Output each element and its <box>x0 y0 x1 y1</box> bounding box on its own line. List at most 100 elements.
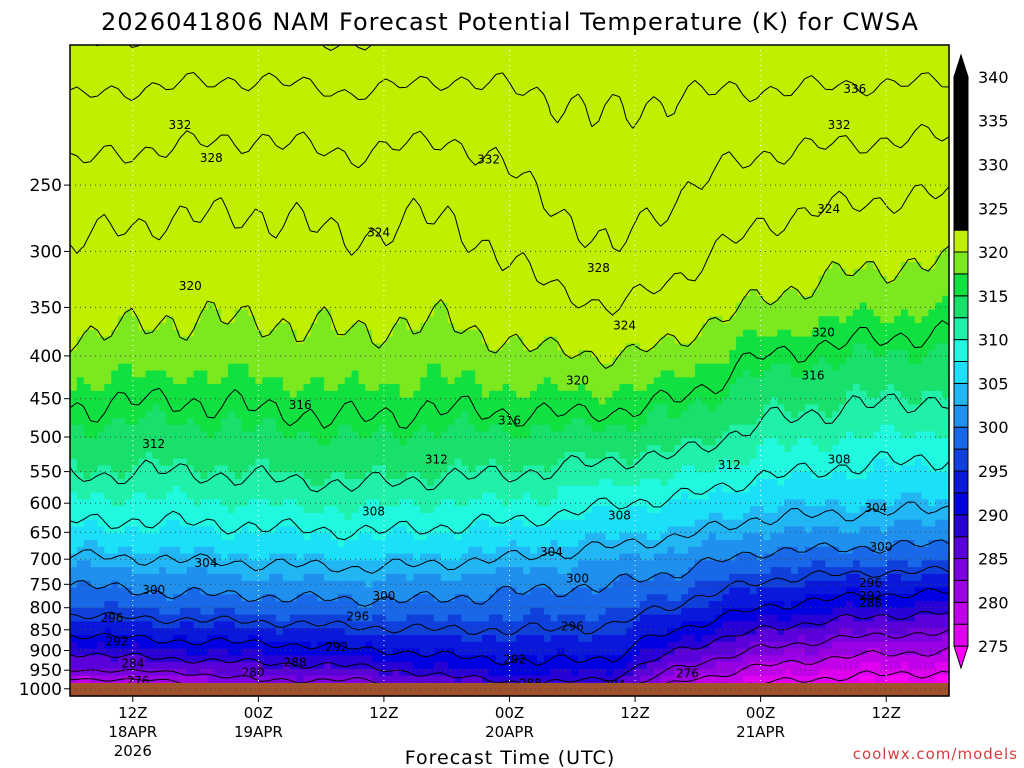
shade-cell <box>509 540 517 548</box>
colorbar-cell <box>953 229 969 253</box>
shade-cell <box>385 424 421 433</box>
shade-cell <box>227 634 250 643</box>
shade-cell <box>585 512 710 521</box>
shade-cell <box>447 302 737 311</box>
shade-cell <box>708 492 902 500</box>
x-tick-label2: 20APR <box>485 723 534 741</box>
colorbar-cell <box>953 579 969 603</box>
shade-cell <box>488 519 511 528</box>
shade-cell <box>894 499 929 507</box>
shade-cell <box>186 458 257 467</box>
shade-cell <box>166 519 181 528</box>
shade-cell <box>591 634 641 643</box>
shade-cell <box>722 485 751 494</box>
shade-cell <box>207 567 497 575</box>
shade-cell <box>70 153 950 161</box>
shade-cell <box>887 275 895 283</box>
shade-cell <box>873 546 888 555</box>
shade-cell <box>173 458 188 467</box>
contour-label: 300 <box>566 571 589 585</box>
shade-cell <box>358 601 373 609</box>
shade-cell <box>372 655 497 663</box>
shade-cell <box>70 194 950 202</box>
shade-cell <box>97 431 208 439</box>
shade-cell <box>296 336 305 344</box>
shade-cell <box>76 641 99 650</box>
shade-cell <box>907 397 923 406</box>
shade-cell <box>859 302 868 311</box>
shade-cell <box>365 472 387 480</box>
shade-cell <box>70 668 188 677</box>
shade-cell <box>543 336 559 344</box>
shade-cell <box>337 594 353 602</box>
shade-cell <box>303 472 332 480</box>
shade-cell <box>557 485 717 494</box>
shade-cell <box>200 472 208 480</box>
shade-cell <box>433 594 456 602</box>
shade-cell <box>715 438 765 446</box>
shade-cell <box>612 580 696 589</box>
shade-cell <box>255 323 277 331</box>
shade-cell <box>70 479 311 487</box>
colorbar-cell <box>953 295 969 319</box>
shade-cell <box>221 553 229 561</box>
shade-cell <box>330 533 360 541</box>
shade-cell <box>839 499 868 507</box>
shade-cell <box>269 553 298 561</box>
shade-cell <box>797 567 950 575</box>
shade-cell <box>433 614 449 623</box>
shade-cell <box>694 668 737 677</box>
shade-cell <box>756 329 778 338</box>
colorbar-tick-label: 335 <box>978 112 1009 131</box>
shade-cell <box>365 384 380 392</box>
shade-cell <box>427 363 442 372</box>
shade-cell <box>605 533 620 541</box>
shade-cell <box>454 594 469 602</box>
shade-cell <box>262 662 284 670</box>
shade-cell <box>681 607 723 616</box>
shade-cell <box>372 641 634 650</box>
shade-cell <box>550 519 696 528</box>
shade-cell <box>502 465 524 473</box>
colorbar-tick-label: 320 <box>978 243 1009 262</box>
shade-cell <box>935 519 950 528</box>
shade-cell <box>942 634 950 643</box>
shade-cell <box>845 472 868 480</box>
shade-cell <box>516 634 545 643</box>
shade-cell <box>804 526 813 534</box>
shade-cell <box>214 302 435 311</box>
shade-cell <box>482 675 620 684</box>
shade-cell <box>440 472 675 480</box>
shade-cell <box>845 268 854 277</box>
shade-cell <box>90 580 112 589</box>
shade-cell <box>90 384 105 392</box>
shade-cell <box>736 668 785 677</box>
shade-cell <box>646 506 662 514</box>
shade-cell <box>612 506 627 514</box>
shade-cell <box>715 404 765 412</box>
shade-cell <box>536 343 559 351</box>
shade-cell <box>351 424 380 433</box>
shade-cell <box>385 336 483 344</box>
contour-line-304 <box>69 501 950 574</box>
shade-cell <box>811 363 833 372</box>
shade-cell <box>221 377 257 385</box>
shade-cell <box>935 262 950 270</box>
shade-cell <box>70 601 105 609</box>
shade-cell <box>509 519 524 528</box>
shade-cell <box>633 655 662 663</box>
shade-cell <box>633 458 723 467</box>
shade-cell <box>488 458 497 467</box>
contour-label: 296 <box>100 611 123 625</box>
shade-cell <box>111 614 277 623</box>
shade-cell <box>207 472 236 480</box>
shade-cell <box>70 404 154 412</box>
shade-cell <box>784 628 840 636</box>
shade-cell <box>358 533 373 541</box>
shade-cell <box>221 424 243 433</box>
shade-cell <box>248 526 277 534</box>
shade-cell <box>543 655 579 663</box>
shade-cell <box>729 587 751 595</box>
shade-cell <box>894 316 916 324</box>
shade-cell <box>330 309 435 317</box>
